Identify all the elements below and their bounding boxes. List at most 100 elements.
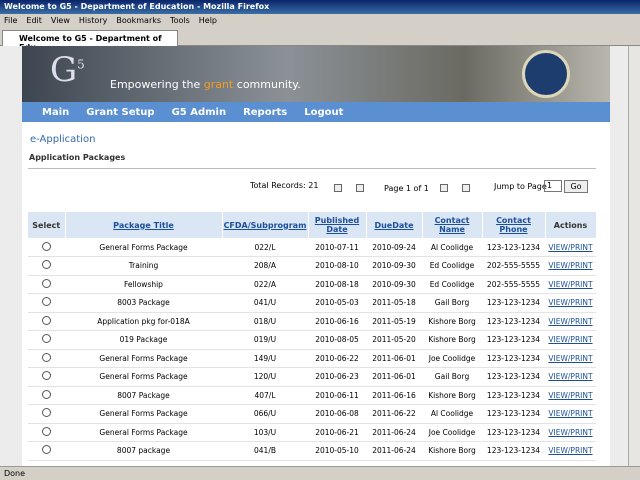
column-header[interactable]: CFDA/Subprogram	[222, 212, 309, 238]
menu-item[interactable]: View	[50, 16, 70, 25]
table-cell: 208/A	[222, 256, 308, 276]
table-cell: 2010-06-23	[308, 367, 366, 387]
scrollbar[interactable]	[628, 46, 640, 466]
menu-item[interactable]: Tools	[170, 16, 190, 25]
table-cell: Application pkg for-018A	[65, 312, 222, 331]
table-cell: Kishore Borg	[422, 330, 482, 350]
radio-button[interactable]	[42, 389, 51, 399]
view-print-link[interactable]: VIEW/PRINT	[548, 279, 593, 289]
table-cell: 022/L	[222, 238, 308, 257]
table-cell: 202-555-5555	[482, 275, 545, 294]
column-header: Actions	[545, 212, 597, 238]
first-page[interactable]	[334, 184, 342, 192]
table-cell: VIEW/PRINT	[545, 275, 596, 294]
table-cell: 019 Package	[65, 330, 222, 350]
divider	[28, 168, 596, 169]
table-cell: 103/U	[222, 423, 308, 442]
table-cell: 2011-06-22	[366, 404, 422, 424]
radio-button[interactable]	[42, 352, 51, 362]
table-cell: 2010-06-16	[308, 312, 366, 331]
nav-item[interactable]: Reports	[243, 106, 288, 118]
select-cell	[28, 330, 65, 350]
select-cell	[28, 441, 65, 461]
menu-item[interactable]: History	[78, 16, 108, 25]
radio-button[interactable]	[42, 371, 51, 381]
table-cell: 2010-07-11	[308, 238, 366, 257]
table-cell: 018/U	[222, 312, 308, 331]
menu-item[interactable]: Edit	[26, 16, 42, 25]
table-cell: 8007 package	[65, 441, 222, 461]
table-cell: 2010-05-03	[308, 293, 366, 313]
table-cell: 123-123-1234	[482, 386, 545, 405]
next-page[interactable]	[440, 184, 448, 192]
tagline-highlight: grant	[203, 78, 234, 91]
table-cell: Joe Coolidge	[422, 423, 482, 442]
view-print-link[interactable]: VIEW/PRINT	[548, 335, 593, 345]
go-button[interactable]: Go	[564, 180, 588, 193]
radio-button[interactable]	[42, 445, 51, 455]
select-cell	[28, 256, 65, 276]
nav-item[interactable]: Main	[42, 106, 70, 118]
nav-item[interactable]: Grant Setup	[86, 106, 155, 118]
view-print-link[interactable]: VIEW/PRINT	[548, 353, 593, 363]
table-cell: 2010-05-10	[308, 441, 366, 461]
view-print-link[interactable]: VIEW/PRINT	[548, 298, 593, 308]
radio-button[interactable]	[42, 241, 51, 251]
tagline-text: Empowering the	[110, 78, 201, 91]
tagline: Empowering the grant community.	[110, 78, 301, 91]
menu-item[interactable]: File	[4, 16, 18, 25]
nav-item[interactable]: G5 Admin	[171, 106, 227, 118]
tagline-text: community.	[236, 78, 301, 91]
table-cell: 8003 Package	[65, 293, 222, 313]
menu-bar: File Edit View History Bookmarks Tools Help	[0, 14, 640, 28]
radio-button[interactable]	[42, 278, 51, 288]
table-cell: VIEW/PRINT	[545, 238, 596, 257]
jump-input[interactable]: 1	[544, 180, 562, 192]
view-print-link[interactable]: VIEW/PRINT	[548, 372, 593, 382]
view-print-link[interactable]: VIEW/PRINT	[548, 409, 593, 419]
menu-item[interactable]: Bookmarks	[116, 16, 162, 25]
table-cell: Kishore Borg	[422, 441, 482, 461]
table-cell: General Forms Package	[65, 404, 222, 424]
column-header[interactable]: Package Title	[65, 212, 223, 238]
view-print-link[interactable]: VIEW/PRINT	[548, 427, 593, 437]
nav-bar: Main Grant Setup G5 Admin Reports Logout	[22, 102, 610, 122]
table-cell: 041/B	[222, 441, 308, 461]
table-cell: General Forms Package	[65, 349, 222, 368]
table-row: General Forms Package 103/U 2010-06-21 2011…	[28, 423, 596, 442]
table-row: 8003 Package 041/U 2010-05-03 2011-05-18 Gai…	[28, 293, 596, 313]
menu-item[interactable]: Help	[198, 16, 218, 25]
table-row: General Forms Package 066/U 2010-06-08 2011…	[28, 404, 596, 424]
select-cell	[28, 386, 65, 405]
column-header[interactable]: Published Date	[308, 212, 367, 238]
table-cell: VIEW/PRINT	[545, 367, 596, 387]
banner: G5 Empowering the grant community.	[22, 46, 610, 102]
view-print-link[interactable]: VIEW/PRINT	[548, 261, 593, 271]
view-print-link[interactable]: VIEW/PRINT	[548, 390, 593, 400]
radio-button[interactable]	[42, 408, 51, 418]
table-cell: 123-123-1234	[482, 349, 545, 368]
view-print-link[interactable]: VIEW/PRINT	[548, 242, 593, 252]
table-cell: Kishore Borg	[422, 312, 482, 331]
radio-button[interactable]	[42, 260, 51, 270]
tab[interactable]: Welcome to G5 - Department of Edu...	[2, 30, 178, 52]
nav-item[interactable]: Logout	[304, 106, 344, 118]
radio-button[interactable]	[42, 334, 51, 344]
table-row: 019 Package 019/U 2010-08-05 2011-05-20 Kish…	[28, 330, 596, 350]
table-cell: 123-123-1234	[482, 423, 545, 442]
radio-button[interactable]	[42, 297, 51, 307]
radio-button[interactable]	[42, 315, 51, 325]
view-print-link[interactable]: VIEW/PRINT	[548, 316, 593, 326]
column-header[interactable]: DueDate	[366, 212, 423, 238]
select-cell	[28, 275, 65, 294]
column-header[interactable]: Contact Name	[422, 212, 483, 238]
table-cell: Training	[65, 256, 222, 276]
table-cell: 2010-06-08	[308, 404, 366, 424]
column-header[interactable]: Contact Phone	[482, 212, 546, 238]
table-row: General Forms Package 120/U 2010-06-23 2011…	[28, 367, 596, 387]
table-cell: 2010-06-22	[308, 349, 366, 368]
view-print-link[interactable]: VIEW/PRINT	[548, 446, 593, 456]
radio-button[interactable]	[42, 426, 51, 436]
prev-page[interactable]	[356, 184, 364, 192]
last-page[interactable]	[462, 184, 470, 192]
